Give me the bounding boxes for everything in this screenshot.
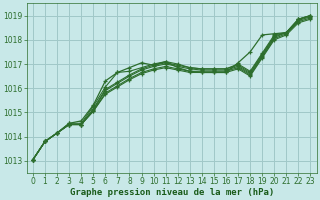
X-axis label: Graphe pression niveau de la mer (hPa): Graphe pression niveau de la mer (hPa) bbox=[69, 188, 274, 197]
